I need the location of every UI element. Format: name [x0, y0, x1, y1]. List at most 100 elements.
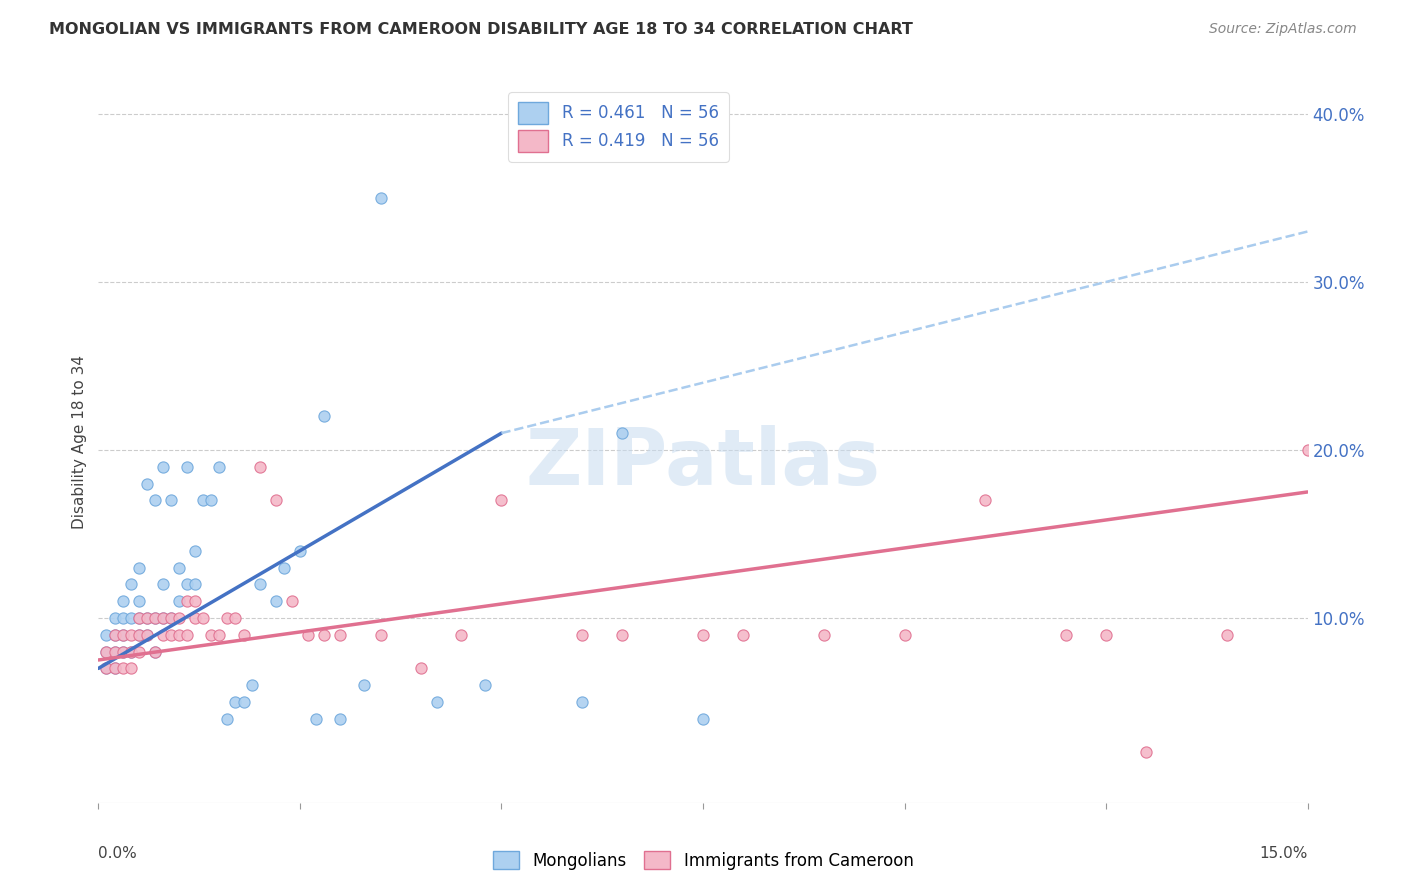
- Point: [96, 644, 118, 658]
- Point: [128, 628, 150, 642]
- Text: MONGOLIAN VS IMMIGRANTS FROM CAMEROON DISABILITY AGE 18 TO 34 CORRELATION CHART: MONGOLIAN VS IMMIGRANTS FROM CAMEROON DI…: [49, 22, 912, 37]
- Point: [232, 628, 254, 642]
- Point: [143, 644, 166, 658]
- Point: [167, 628, 190, 642]
- Point: [1296, 442, 1319, 457]
- Point: [264, 493, 287, 508]
- Point: [232, 695, 254, 709]
- Legend: Mongolians, Immigrants from Cameroon: Mongolians, Immigrants from Cameroon: [486, 845, 920, 877]
- Point: [111, 611, 134, 625]
- Point: [135, 628, 157, 642]
- Point: [120, 577, 142, 591]
- Point: [103, 661, 125, 675]
- Point: [128, 611, 150, 625]
- Point: [200, 628, 222, 642]
- Point: [240, 678, 263, 692]
- Point: [305, 712, 328, 726]
- Point: [200, 493, 222, 508]
- Point: [612, 426, 634, 441]
- Point: [426, 695, 449, 709]
- Point: [329, 712, 352, 726]
- Point: [103, 644, 125, 658]
- Point: [143, 611, 166, 625]
- Point: [281, 594, 304, 608]
- Point: [176, 628, 198, 642]
- Point: [128, 611, 150, 625]
- Point: [370, 191, 392, 205]
- Point: [184, 577, 207, 591]
- Point: [1095, 628, 1118, 642]
- Point: [692, 712, 714, 726]
- Point: [111, 661, 134, 675]
- Point: [733, 628, 755, 642]
- Point: [128, 594, 150, 608]
- Point: [1216, 628, 1239, 642]
- Point: [217, 712, 239, 726]
- Point: [314, 628, 336, 642]
- Point: [208, 628, 231, 642]
- Point: [249, 459, 271, 474]
- Text: ZIPatlas: ZIPatlas: [526, 425, 880, 501]
- Point: [184, 543, 207, 558]
- Point: [176, 459, 198, 474]
- Point: [193, 493, 215, 508]
- Text: 0.0%: 0.0%: [98, 847, 138, 861]
- Point: [612, 628, 634, 642]
- Point: [135, 476, 157, 491]
- Point: [692, 628, 714, 642]
- Point: [96, 628, 118, 642]
- Point: [193, 611, 215, 625]
- Point: [208, 459, 231, 474]
- Point: [111, 628, 134, 642]
- Point: [409, 661, 432, 675]
- Point: [474, 678, 496, 692]
- Text: 15.0%: 15.0%: [1260, 847, 1308, 861]
- Point: [120, 644, 142, 658]
- Point: [143, 611, 166, 625]
- Text: Source: ZipAtlas.com: Source: ZipAtlas.com: [1209, 22, 1357, 37]
- Point: [273, 560, 295, 574]
- Point: [120, 661, 142, 675]
- Point: [314, 409, 336, 424]
- Point: [893, 628, 915, 642]
- Point: [103, 644, 125, 658]
- Point: [103, 628, 125, 642]
- Point: [96, 644, 118, 658]
- Point: [184, 594, 207, 608]
- Point: [103, 661, 125, 675]
- Point: [111, 644, 134, 658]
- Point: [103, 628, 125, 642]
- Point: [135, 628, 157, 642]
- Point: [152, 577, 174, 591]
- Point: [111, 644, 134, 658]
- Point: [160, 611, 183, 625]
- Point: [176, 594, 198, 608]
- Point: [96, 661, 118, 675]
- Point: [96, 661, 118, 675]
- Point: [135, 611, 157, 625]
- Point: [288, 543, 311, 558]
- Point: [152, 611, 174, 625]
- Point: [128, 628, 150, 642]
- Point: [120, 628, 142, 642]
- Point: [1054, 628, 1077, 642]
- Point: [128, 560, 150, 574]
- Point: [167, 594, 190, 608]
- Point: [160, 628, 183, 642]
- Point: [135, 611, 157, 625]
- Point: [264, 594, 287, 608]
- Point: [167, 560, 190, 574]
- Point: [167, 611, 190, 625]
- Point: [152, 459, 174, 474]
- Point: [152, 611, 174, 625]
- Y-axis label: Disability Age 18 to 34: Disability Age 18 to 34: [72, 354, 87, 529]
- Point: [160, 493, 183, 508]
- Point: [571, 695, 593, 709]
- Point: [329, 628, 352, 642]
- Point: [217, 611, 239, 625]
- Point: [184, 611, 207, 625]
- Point: [297, 628, 319, 642]
- Point: [450, 628, 472, 642]
- Point: [1135, 745, 1157, 759]
- Point: [224, 695, 246, 709]
